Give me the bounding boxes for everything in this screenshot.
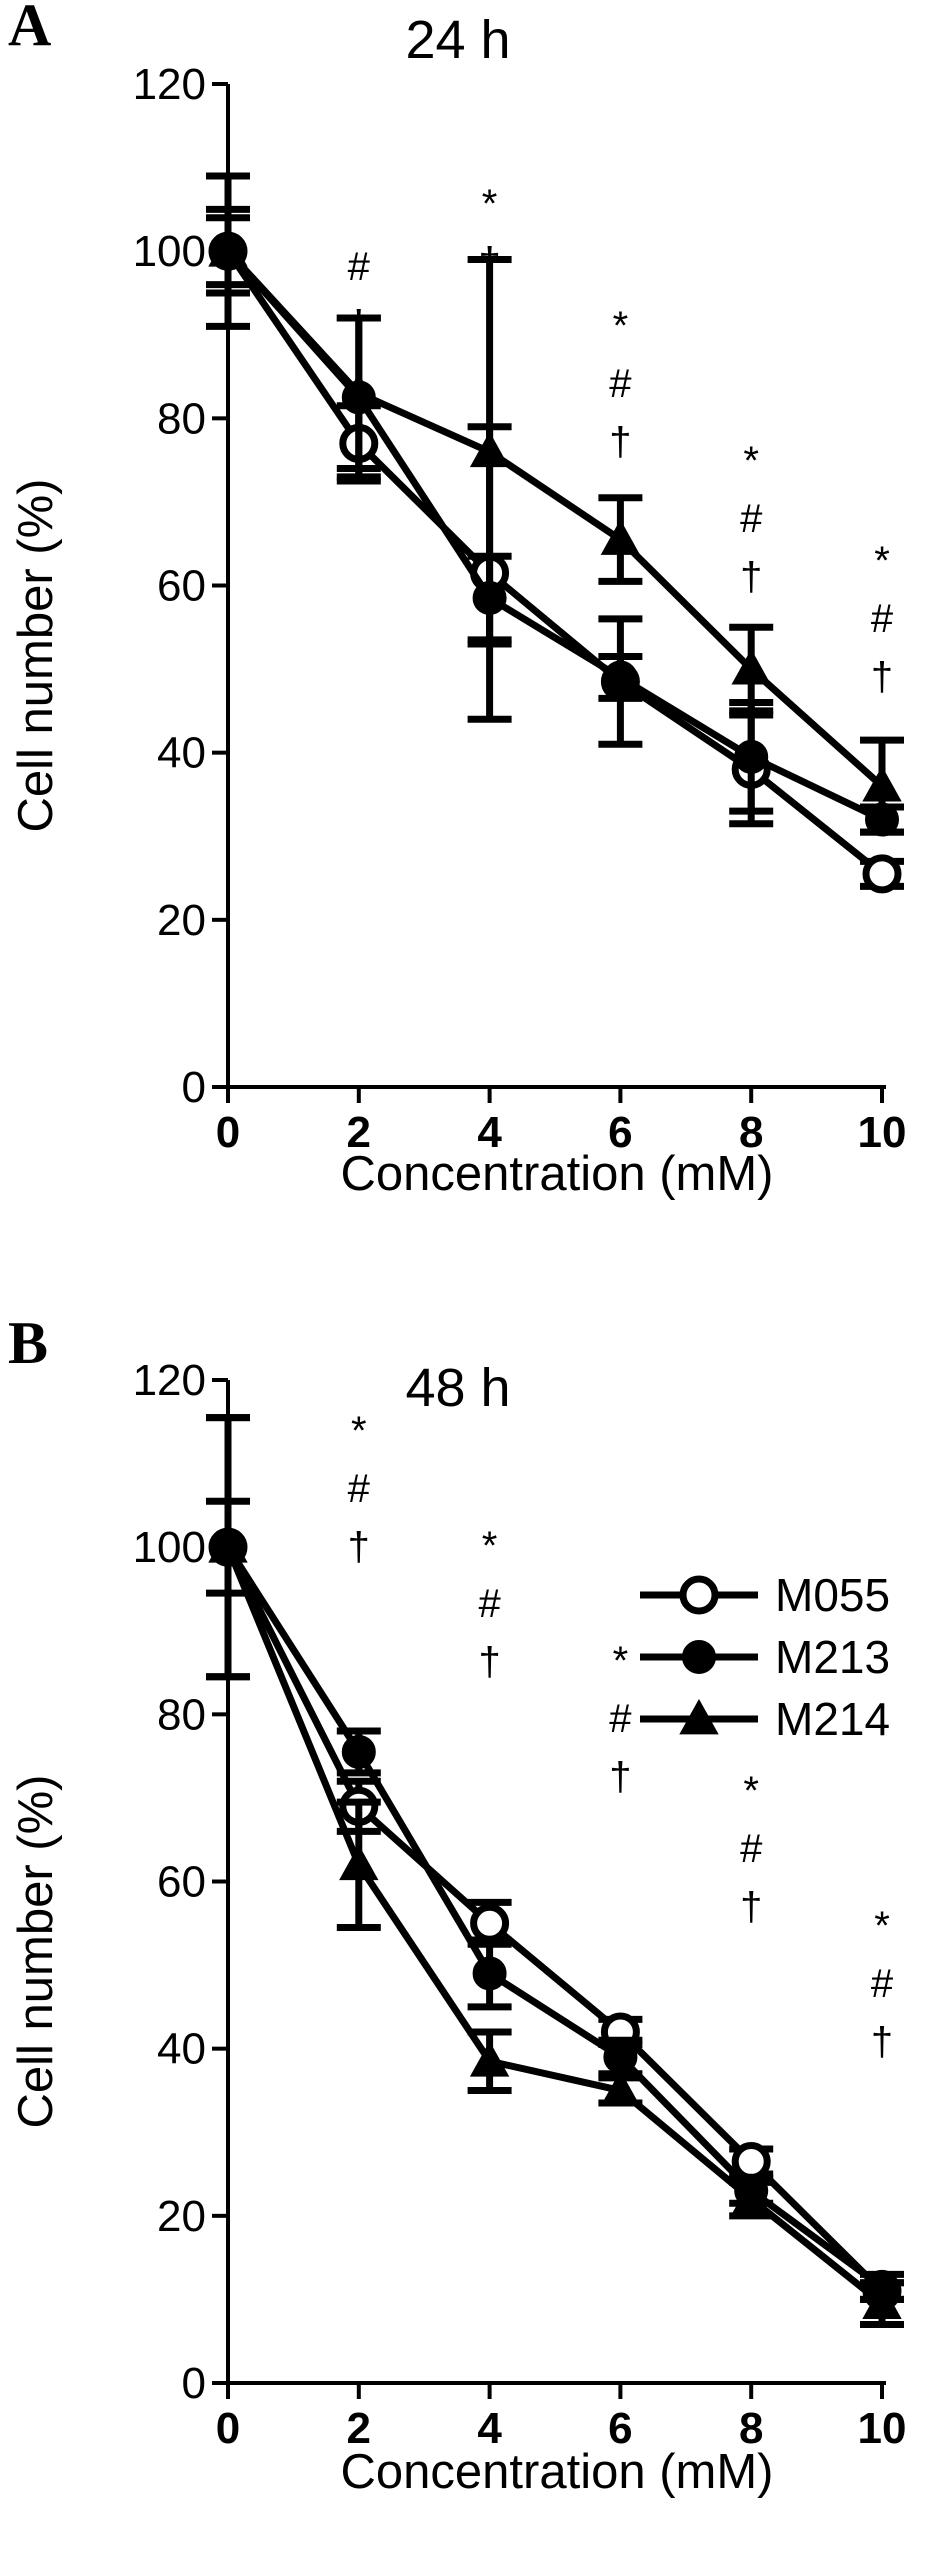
panel-b-series-m214 xyxy=(206,1414,904,2328)
panel-b-significance-mark: † xyxy=(478,1640,500,1684)
panel-b-x-axis-label: Concentration (mM) xyxy=(341,2445,774,2499)
panel-b-significance-mark: † xyxy=(348,1525,370,1569)
panel-a-ytick-label: 100 xyxy=(133,227,206,276)
panel-b-y-axis-label: Cell number (%) xyxy=(9,1775,63,2129)
panel-a-significance-mark: # xyxy=(609,362,632,406)
panel-a-significance-mark: # xyxy=(740,497,763,541)
panel-b-ytick-label: 40 xyxy=(157,2025,206,2074)
panel-a-significance-mark: # xyxy=(348,245,371,289)
panel-a-significance-mark: † xyxy=(609,420,631,464)
panel-a-significance-mark: * xyxy=(613,304,629,348)
panel-a-xtick-label: 10 xyxy=(858,1108,907,1157)
panel-b-significance-mark: † xyxy=(740,1885,762,1929)
panel-b-letter: B xyxy=(8,1310,48,1376)
panel-b-significance-mark: # xyxy=(609,1697,632,1741)
panel-b-significance-mark: # xyxy=(871,1962,894,2006)
panel-a-series-m214 xyxy=(206,172,904,836)
panel-b-data-point xyxy=(341,1734,376,1769)
panel-b-significance-mark: # xyxy=(348,1467,371,1511)
panel-b: B 48 h 0 20 40 60 80 100 120 0 2 4 6 8 10 Concentration… xyxy=(8,1310,906,2499)
panel-b-xtick-label: 4 xyxy=(477,2404,502,2453)
panel-b-significance-mark: * xyxy=(613,1639,629,1683)
panel-a-ytick-label: 40 xyxy=(157,729,206,778)
panel-a-xtick-label: 2 xyxy=(347,1108,371,1157)
panel-a-data-point xyxy=(208,231,248,267)
panel-a-data-point xyxy=(731,649,771,685)
panel-b-legend-label: M055 xyxy=(775,1569,890,1621)
panel-b-significance-mark: † xyxy=(609,1755,631,1799)
panel-a-ytick-label: 0 xyxy=(182,1063,206,1112)
panel-a-significance-mark: # xyxy=(871,597,894,641)
panel-a-data-point xyxy=(603,660,638,695)
panel-b-significance-mark: # xyxy=(740,1827,763,1871)
panel-a-series-line xyxy=(225,248,885,789)
panel-b-significance-mark: * xyxy=(743,1769,759,1813)
panel-b-legend-label: M214 xyxy=(775,1693,890,1745)
panel-a-xtick-label: 6 xyxy=(608,1108,632,1157)
panel-b-significance-mark: * xyxy=(351,1409,367,1453)
panel-b-xtick-label: 0 xyxy=(216,2404,240,2453)
panel-a-xtick-label: 0 xyxy=(216,1108,240,1157)
panel-a-ytick-label: 120 xyxy=(133,60,206,109)
panel-b-legend-label: M213 xyxy=(775,1631,890,1683)
panel-b-series-m213 xyxy=(206,1497,904,2304)
panel-b-ytick-label: 100 xyxy=(133,1523,206,1572)
panel-b-legend-marker xyxy=(679,1575,719,1615)
panel-b-data-point xyxy=(600,2070,641,2106)
panel-a-ytick-label: 80 xyxy=(157,394,206,443)
panel-a-significance-mark: * xyxy=(743,439,759,483)
panel-a: A 24 h 0 20 40 60 80 100 120 0 2 4 6 8 10 Concentration… xyxy=(8,0,906,1201)
panel-b-legend-marker xyxy=(682,1640,716,1674)
panel-b-ytick-label: 120 xyxy=(133,1356,206,1405)
panel-b-data-point xyxy=(731,2179,771,2215)
panel-b-data-point xyxy=(470,1903,510,1943)
panel-a-data-point xyxy=(469,431,510,468)
panel-a-data-point xyxy=(339,373,379,409)
panel-b-xtick-label: 8 xyxy=(739,2404,763,2453)
panel-b-data-point xyxy=(469,2041,510,2077)
panel-a-y-axis-label: Cell number (%) xyxy=(9,479,63,833)
panel-a-data-point xyxy=(862,854,902,894)
panel-b-data-point xyxy=(339,1844,379,1881)
panel-b-xtick-label: 10 xyxy=(858,2404,907,2453)
panel-a-title: 24 h xyxy=(405,10,510,70)
panel-a-ytick-label: 60 xyxy=(157,562,206,611)
panel-a-significance-mark: * xyxy=(874,539,890,583)
panel-a-ytick-label: 20 xyxy=(157,896,206,945)
panel-b-xtick-label: 2 xyxy=(347,2404,371,2453)
panel-b-ytick-label: 80 xyxy=(157,1690,206,1739)
panel-b-ytick-label: 60 xyxy=(157,1858,206,1907)
panel-b-ytick-label: 20 xyxy=(157,2192,206,2241)
panel-a-xtick-label: 8 xyxy=(739,1108,763,1157)
panel-a-data-point xyxy=(862,766,902,802)
panel-b-data-point xyxy=(472,1956,507,1991)
panel-b-ytick-label: 0 xyxy=(182,2359,206,2408)
panel-a-xtick-label: 4 xyxy=(477,1108,502,1157)
panel-a-significance-mark: † xyxy=(478,240,500,284)
panel-a-significance-mark: * xyxy=(482,182,498,226)
panel-b-significance-mark: # xyxy=(478,1582,501,1626)
panel-a-significance-mark: † xyxy=(348,303,370,347)
panel-b-significance-mark: * xyxy=(482,1524,498,1568)
panel-a-letter: A xyxy=(8,0,51,58)
panel-a-significance-mark: † xyxy=(740,555,762,599)
panel-a-x-axis-label: Concentration (mM) xyxy=(341,1147,774,1201)
panel-b-legend-marker xyxy=(679,1698,719,1735)
panel-b-data-point xyxy=(603,2040,638,2075)
panel-a-series-line xyxy=(225,249,885,877)
panel-a-significance-mark: † xyxy=(871,655,893,699)
panel-b-significance-mark: † xyxy=(871,2020,893,2064)
panel-a-data-point xyxy=(600,519,641,555)
panel-b-legend: M055 M213 M214 xyxy=(640,1569,890,1745)
panel-b-data-point xyxy=(862,2283,902,2319)
panel-b-data-point xyxy=(731,2142,771,2182)
panel-b-significance-mark: * xyxy=(874,1904,890,1948)
panel-b-xtick-label: 6 xyxy=(608,2404,632,2453)
panel-a-data-point xyxy=(734,739,769,774)
panel-b-title: 48 h xyxy=(405,1358,510,1418)
panel-b-data-point xyxy=(208,1527,248,1563)
